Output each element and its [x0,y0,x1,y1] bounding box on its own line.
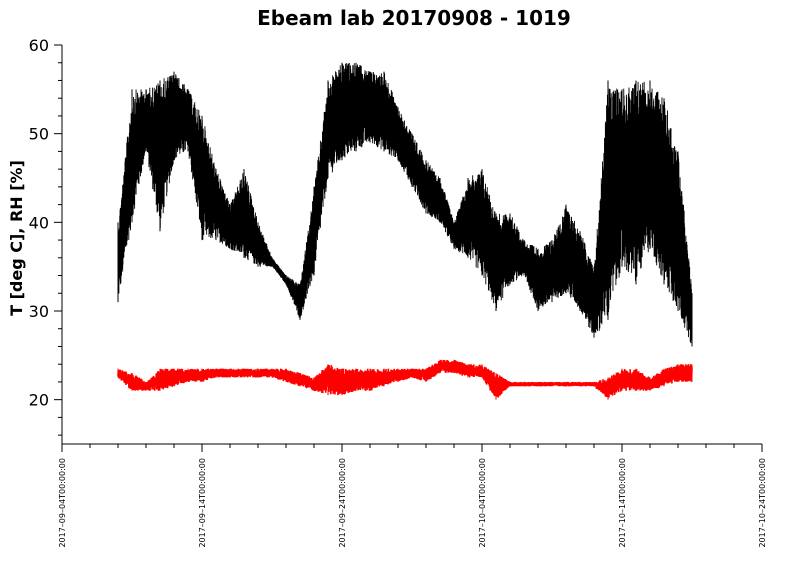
series-2-line [117,359,693,398]
ticks-layer: 20 30 40 50 60 2017–09–04T00:00:00 2017–09–14T… [29,36,767,548]
axes-layer [61,45,762,445]
x-tick-label: 2017–10–04T00:00:00 [478,458,487,548]
series-layer [117,62,693,400]
x-tick-label: 2017–10–24T00:00:00 [758,458,767,548]
chart-title: Ebeam lab 20170908 - 1019 [257,6,571,30]
y-tick-label: 30 [29,302,49,321]
y-tick-label: 60 [29,36,49,55]
x-tick-label: 2017–09–14T00:00:00 [198,458,207,548]
series-1 [117,62,693,347]
x-tick-label: 2017–09–04T00:00:00 [58,458,67,548]
series-2 [117,359,693,400]
y-tick-label: 20 [29,391,49,410]
series-1-line [117,63,693,344]
y-axis-label: T [deg C], RH [%] [7,160,26,316]
x-tick-label: 2017–09–24T00:00:00 [338,458,347,548]
y-tick-label: 50 [29,125,49,144]
x-tick-label: 2017–10–14T00:00:00 [618,458,627,548]
y-tick-label: 40 [29,213,49,232]
